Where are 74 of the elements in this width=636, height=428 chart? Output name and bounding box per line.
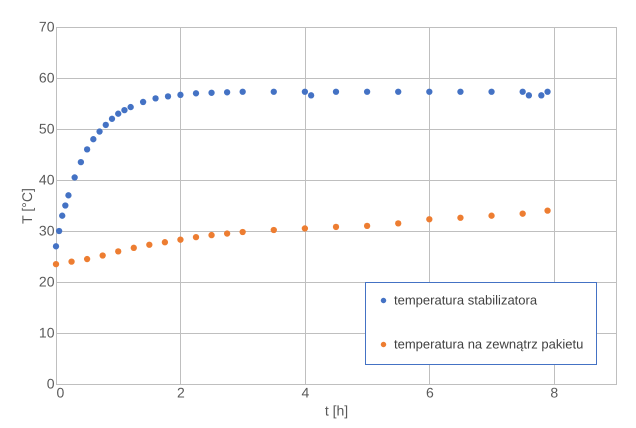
point (520, 88, 526, 95)
point (100, 252, 106, 259)
y-tick-label: 60 (38, 70, 55, 86)
point (520, 210, 526, 217)
point (162, 239, 168, 246)
point (59, 212, 66, 219)
point (177, 236, 184, 243)
point (457, 214, 464, 221)
y-axis-title: T [°C] (18, 188, 35, 224)
point (488, 212, 495, 219)
x-axis-title: t [h] (324, 402, 348, 418)
point (108, 116, 116, 122)
point (544, 88, 551, 95)
point (146, 242, 152, 248)
x-tick-label: 8 (550, 384, 558, 400)
point (164, 93, 172, 100)
y-tick-label: 10 (38, 324, 55, 340)
point (302, 225, 308, 232)
point (332, 88, 340, 95)
y-tick-label: 30 (38, 222, 55, 238)
point (78, 158, 84, 166)
point (538, 92, 544, 98)
point (240, 88, 246, 95)
y-tick-label: 70 (38, 18, 55, 34)
point (152, 95, 159, 102)
point (192, 234, 200, 240)
point (488, 88, 495, 95)
y-tick-label: 40 (38, 172, 55, 188)
point (84, 256, 90, 262)
y-tick-label: 20 (38, 274, 55, 290)
point (140, 98, 146, 106)
point (302, 88, 308, 95)
point (395, 88, 402, 95)
point (115, 248, 122, 255)
point (544, 207, 551, 214)
point (308, 92, 314, 98)
point (364, 222, 370, 230)
point (84, 146, 90, 153)
point (395, 220, 402, 227)
point (208, 232, 215, 238)
point (62, 202, 68, 209)
point (364, 88, 370, 95)
point (115, 110, 122, 117)
point (526, 92, 532, 98)
x-tick-label: 4 (301, 384, 310, 400)
point (192, 90, 200, 96)
point (102, 122, 109, 128)
point (68, 258, 75, 265)
point (426, 88, 432, 95)
point (240, 228, 246, 236)
point (457, 88, 464, 95)
point (426, 216, 432, 222)
point (90, 136, 96, 142)
point (52, 243, 60, 250)
point (332, 224, 340, 230)
x-tick-label: 6 (426, 384, 434, 400)
point (224, 230, 230, 237)
point (208, 90, 215, 96)
point (270, 226, 277, 234)
point (224, 89, 230, 96)
point (72, 174, 78, 181)
point (121, 106, 128, 114)
point (52, 260, 60, 268)
point (65, 192, 72, 198)
point (177, 92, 184, 98)
legend-label: temperatura stabilizatora (394, 292, 538, 308)
point (56, 228, 62, 234)
point (130, 244, 137, 251)
legend-label: temperatura na zewnątrz pakietu (394, 336, 584, 352)
point (96, 128, 103, 135)
x-tick-label: 2 (177, 384, 186, 400)
point (128, 104, 134, 110)
point (270, 88, 277, 95)
y-tick-label: 50 (38, 120, 55, 136)
